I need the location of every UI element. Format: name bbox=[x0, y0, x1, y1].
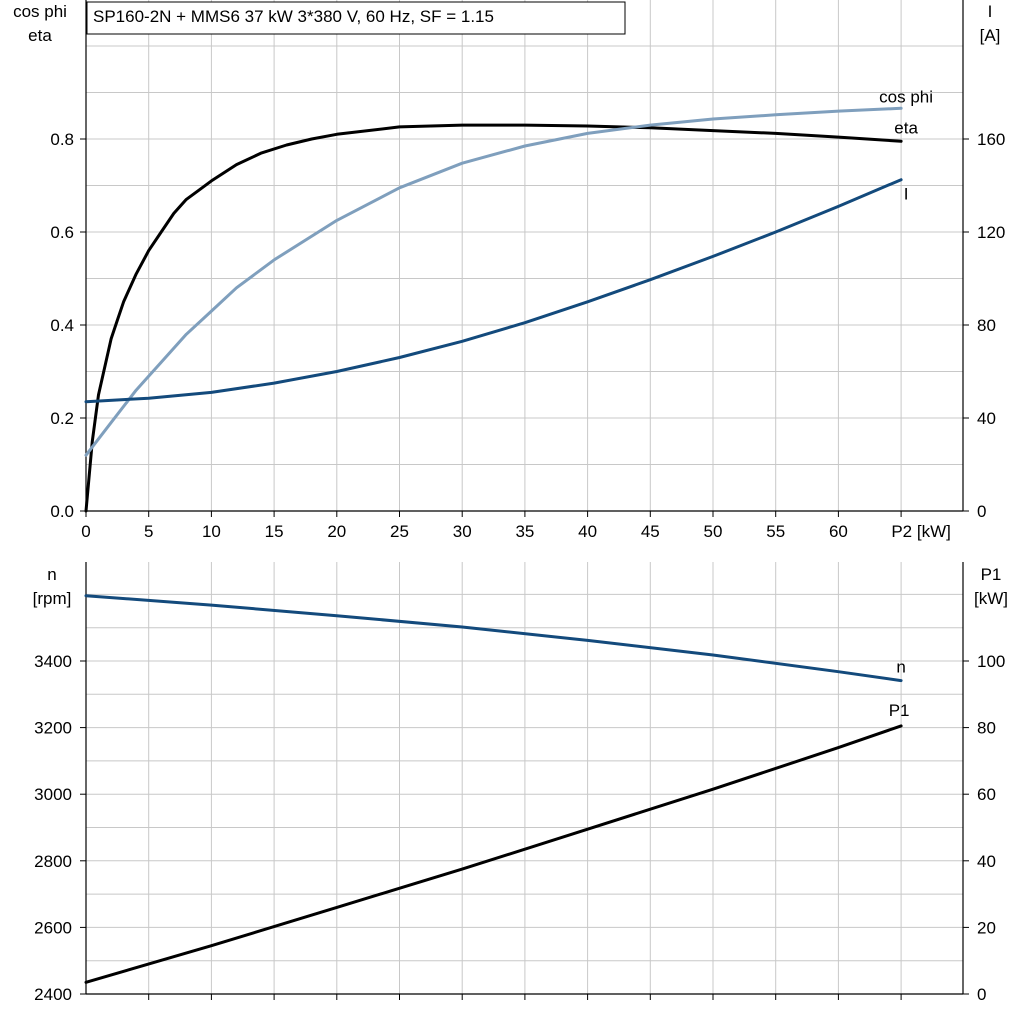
top-left-tick-label: 0.0 bbox=[50, 502, 74, 521]
series-line-n bbox=[84, 594, 903, 683]
bottom-panel-speed-power: 2400 2600 2800 3000 3200 3400 0 20 40 60 80 100 n [rp… bbox=[33, 562, 1008, 1004]
top-left-tick-label: 0.6 bbox=[50, 223, 74, 242]
left-axis-label-speed: n bbox=[47, 565, 56, 584]
top-x-tick-label: 0 bbox=[81, 522, 90, 541]
top-panel-efficiency-cosphi-current: 0.0 0.2 0.4 0.6 0.8 0 40 80 120 160 0 5 10 15 20 25 30 35… bbox=[13, 0, 1005, 541]
series-label-i: I bbox=[904, 185, 909, 204]
bottom-left-tick-label: 2800 bbox=[34, 852, 72, 871]
series-label-cos-phi: cos phi bbox=[879, 87, 933, 106]
top-x-tick-label: 25 bbox=[390, 522, 409, 541]
top-left-tick-label: 0.8 bbox=[50, 130, 74, 149]
bottom-left-tick-label: 3200 bbox=[34, 719, 72, 738]
top-right-tick-label: 120 bbox=[977, 223, 1005, 242]
bottom-right-tick-label: 20 bbox=[977, 918, 996, 937]
top-x-tick-label: 45 bbox=[641, 522, 660, 541]
series-line-p1 bbox=[84, 724, 903, 984]
top-x-tick-label: 30 bbox=[453, 522, 472, 541]
series-line-eta bbox=[84, 123, 903, 513]
right-axis-label-p1: P1 bbox=[981, 565, 1002, 584]
top-x-tick-label: 60 bbox=[829, 522, 848, 541]
series-label-eta: eta bbox=[894, 118, 918, 137]
top-x-tick-label: 40 bbox=[578, 522, 597, 541]
bottom-right-tick-label: 0 bbox=[977, 985, 986, 1004]
series-label-p1: P1 bbox=[889, 701, 910, 720]
x-axis-label: P2 [kW] bbox=[891, 522, 951, 541]
top-x-tick-label: 50 bbox=[704, 522, 723, 541]
bottom-right-tick-label: 40 bbox=[977, 852, 996, 871]
top-right-tick-label: 0 bbox=[977, 502, 986, 521]
bottom-left-tick-label: 2600 bbox=[34, 918, 72, 937]
title-box bbox=[86, 1, 626, 35]
bottom-left-tick-label: 3400 bbox=[34, 652, 72, 671]
top-x-tick-label: 15 bbox=[265, 522, 284, 541]
left-axis-label-speed-unit: [rpm] bbox=[33, 589, 72, 608]
bottom-right-tick-label: 100 bbox=[977, 652, 1005, 671]
top-right-tick-label: 40 bbox=[977, 409, 996, 428]
bottom-right-tick-label: 80 bbox=[977, 719, 996, 738]
chart-title: SP160-2N + MMS6 37 kW 3*380 V, 60 Hz, SF… bbox=[93, 7, 494, 26]
top-right-tick-label: 80 bbox=[977, 316, 996, 335]
top-left-tick-label: 0.4 bbox=[50, 316, 74, 335]
top-x-tick-label: 5 bbox=[144, 522, 153, 541]
right-axis-label-current: I bbox=[988, 2, 993, 21]
top-x-tick-label: 10 bbox=[202, 522, 221, 541]
top-x-tick-label: 20 bbox=[327, 522, 346, 541]
series-line-i bbox=[84, 178, 903, 404]
top-x-tick-label: 35 bbox=[515, 522, 534, 541]
top-right-tick-label: 160 bbox=[977, 130, 1005, 149]
bottom-right-tick-label: 60 bbox=[977, 785, 996, 804]
series-label-n: n bbox=[896, 658, 905, 677]
left-axis-label-eta: eta bbox=[28, 26, 52, 45]
series-line-cos-phi bbox=[84, 106, 903, 457]
bottom-left-tick-label: 2400 bbox=[34, 985, 72, 1004]
bottom-left-tick-label: 3000 bbox=[34, 785, 72, 804]
top-left-tick-label: 0.2 bbox=[50, 409, 74, 428]
top-x-tick-label: 55 bbox=[766, 522, 785, 541]
right-axis-label-p1-unit: [kW] bbox=[974, 589, 1008, 608]
right-axis-label-current-unit: [A] bbox=[980, 26, 1001, 45]
left-axis-label-cosphi: cos phi bbox=[13, 2, 67, 21]
